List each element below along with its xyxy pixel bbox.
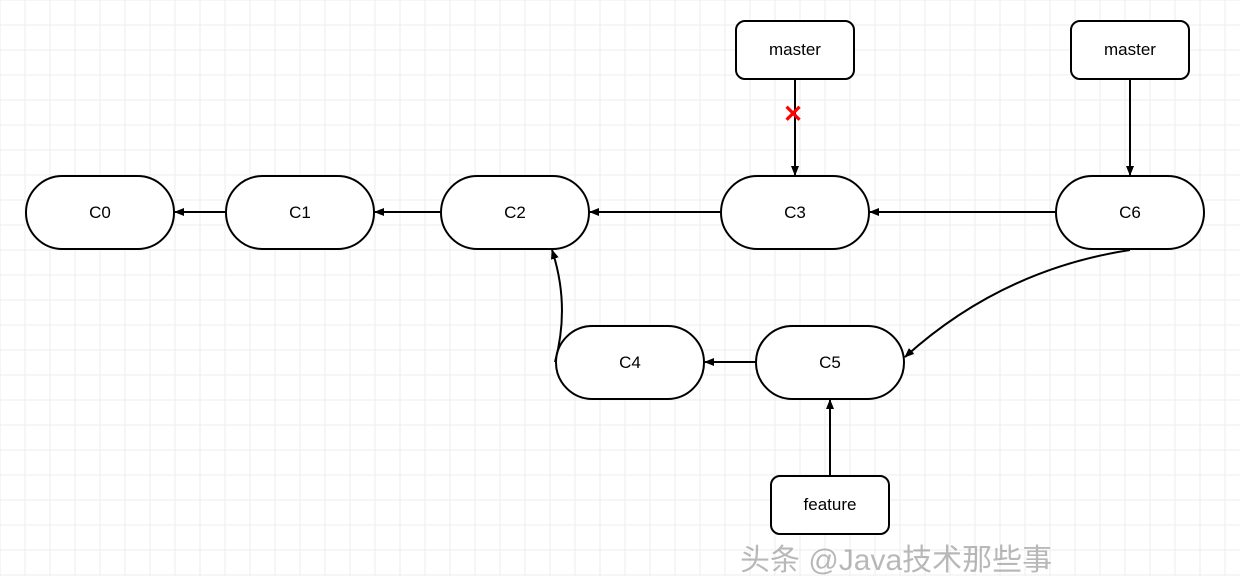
branch-node-master_new: master: [1070, 20, 1190, 80]
x-mark-icon: ✕: [783, 103, 803, 127]
commit-label: C0: [89, 203, 111, 223]
branch-label: master: [769, 40, 821, 60]
diagram-canvas: C0 C1 C2 C3 C4 C5 C6 master master feature ✕ 头条 @…: [0, 0, 1240, 576]
commit-node-C3: C3: [720, 175, 870, 250]
commit-label: C3: [784, 203, 806, 223]
branch-label: feature: [804, 495, 857, 515]
commit-node-C4: C4: [555, 325, 705, 400]
commit-label: C5: [819, 353, 841, 373]
arrow-layer: [0, 0, 1240, 576]
commit-node-C5: C5: [755, 325, 905, 400]
commit-label: C6: [1119, 203, 1141, 223]
commit-node-C6: C6: [1055, 175, 1205, 250]
commit-label: C1: [289, 203, 311, 223]
commit-label: C2: [504, 203, 526, 223]
watermark-text: 头条 @Java技术那些事: [740, 535, 1052, 576]
branch-node-master_old: master: [735, 20, 855, 80]
commit-node-C0: C0: [25, 175, 175, 250]
commit-label: C4: [619, 353, 641, 373]
commit-node-C2: C2: [440, 175, 590, 250]
commit-node-C1: C1: [225, 175, 375, 250]
arrow-c6-c5: [905, 250, 1130, 357]
branch-label: master: [1104, 40, 1156, 60]
branch-node-feature: feature: [770, 475, 890, 535]
